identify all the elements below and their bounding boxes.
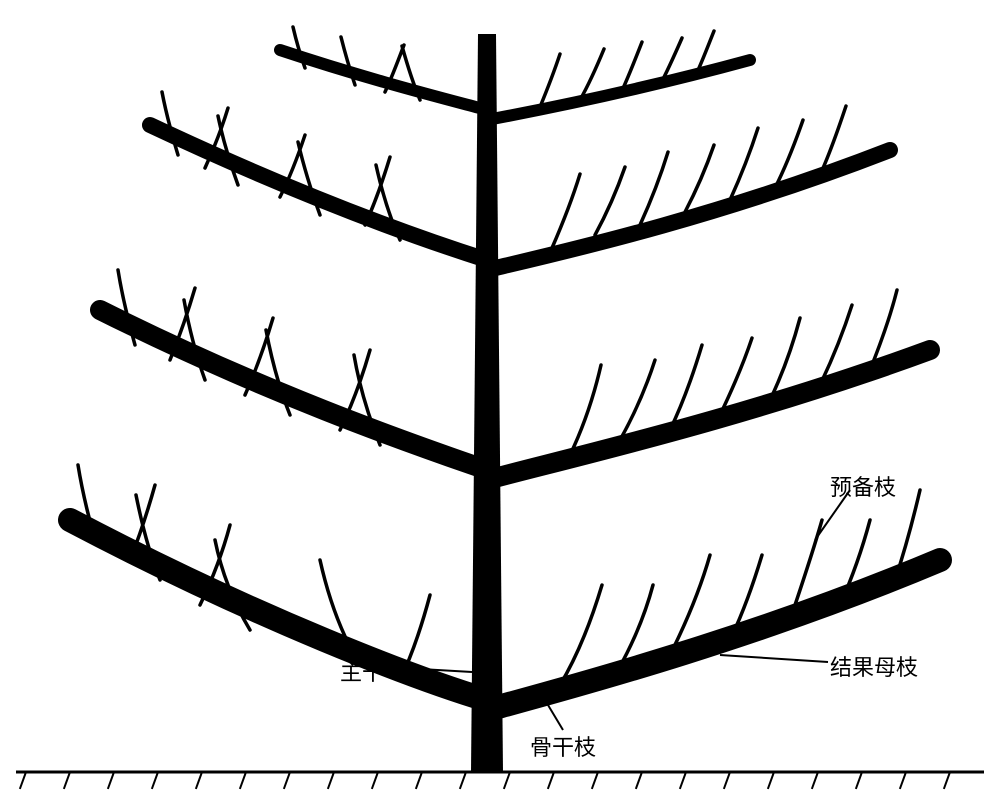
reserve-branch-label: 预备枝 — [830, 470, 896, 502]
tree-diagram — [0, 0, 1000, 803]
skeleton-branch-label: 骨干枝 — [530, 730, 596, 762]
diagram-root: 主干 骨干枝 结果母枝 预备枝 — [0, 0, 1000, 803]
fruiting-mother-label: 结果母枝 — [830, 650, 918, 682]
trunk-label: 主干 — [340, 655, 384, 687]
